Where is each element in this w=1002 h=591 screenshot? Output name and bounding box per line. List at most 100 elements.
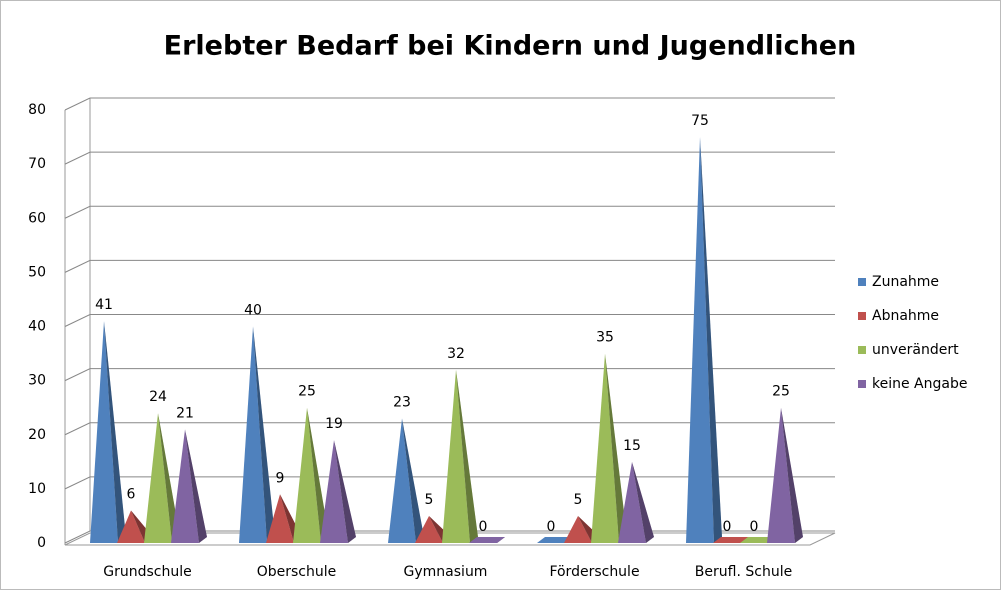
pyramid-front <box>388 418 416 543</box>
pyramid-shade <box>781 407 803 543</box>
value-label: 24 <box>149 389 167 405</box>
pyramid <box>90 321 126 543</box>
value-label: 0 <box>547 519 556 535</box>
grid-line <box>64 368 835 382</box>
pyramid-base <box>740 537 776 543</box>
pyramid-front <box>320 440 348 543</box>
value-label: 75 <box>691 113 709 129</box>
pyramid-shade <box>605 353 627 543</box>
pyramid-front <box>442 369 470 543</box>
pyramid-side <box>605 353 627 543</box>
pyramid-side <box>104 321 126 543</box>
pyramid-front <box>293 407 321 543</box>
pyramid <box>591 353 627 543</box>
pyramid <box>293 407 329 543</box>
y-tick-label: 60 <box>28 210 46 226</box>
pyramid-side <box>334 440 356 543</box>
pyramid-front <box>239 326 267 543</box>
legend-label: Zunahme <box>872 274 939 290</box>
pyramid-front <box>415 515 443 543</box>
legend-swatch <box>858 346 866 354</box>
grid-line <box>64 259 835 273</box>
value-label: 5 <box>574 492 583 508</box>
pyramid <box>618 461 654 543</box>
y-tick-label: 50 <box>28 264 46 280</box>
pyramid-shade <box>402 418 424 543</box>
grid-line <box>64 97 835 111</box>
pyramid-shade <box>700 137 722 543</box>
pyramid-shade <box>632 461 654 543</box>
grid-line <box>64 205 835 219</box>
x-tick-label: Berufl. Schule <box>695 564 792 580</box>
pyramid-front <box>266 494 294 543</box>
pyramid-front <box>767 407 795 543</box>
pyramid <box>442 369 478 543</box>
value-label: 0 <box>479 519 488 535</box>
pyramid-side <box>632 461 654 543</box>
y-tick-label: 30 <box>28 373 46 389</box>
pyramid-side <box>185 429 207 543</box>
pyramid <box>144 413 180 543</box>
value-label: 35 <box>596 330 614 346</box>
pyramid-front <box>591 353 619 543</box>
pyramid-side <box>253 326 275 543</box>
legend-label: keine Angabe <box>872 376 967 392</box>
value-label: 21 <box>176 405 194 421</box>
x-tick-label: Oberschule <box>257 564 337 580</box>
value-label: 40 <box>244 303 262 319</box>
value-label: 19 <box>325 416 343 432</box>
pyramid-base <box>469 537 505 543</box>
grid-line <box>64 476 835 490</box>
x-tick-label: Grundschule <box>103 564 191 580</box>
grid-line <box>64 422 835 436</box>
y-tick-label: 20 <box>28 427 46 443</box>
pyramid-side <box>402 418 424 543</box>
pyramid-front <box>686 137 714 543</box>
pyramid <box>469 537 505 543</box>
value-label: 25 <box>772 384 790 400</box>
y-tick-label: 10 <box>28 481 46 497</box>
pyramid-side <box>700 137 722 543</box>
value-label: 41 <box>95 297 113 313</box>
pyramid-side <box>456 369 478 543</box>
chart-title: Erlebter Bedarf bei Kindern und Jugendli… <box>164 31 857 62</box>
value-label: 5 <box>425 492 434 508</box>
pyramid <box>239 326 275 543</box>
pyramid <box>171 429 207 543</box>
grid-line <box>64 151 835 165</box>
pyramid-shade <box>334 440 356 543</box>
pyramid <box>686 137 722 543</box>
pyramid-shade <box>158 413 180 543</box>
pyramid <box>713 537 749 543</box>
value-label: 0 <box>723 519 732 535</box>
pyramid-shade <box>307 407 329 543</box>
pyramid-shade <box>185 429 207 543</box>
x-tick-label: Gymnasium <box>404 564 488 580</box>
pyramid-shade <box>104 321 126 543</box>
y-tick-label: 80 <box>28 102 46 118</box>
x-tick-label: Förderschule <box>549 564 639 580</box>
value-label: 32 <box>447 346 465 362</box>
pyramid-shade <box>253 326 275 543</box>
value-label: 6 <box>127 487 136 503</box>
legend-label: unverändert <box>872 342 959 358</box>
pyramid-shade <box>456 369 478 543</box>
legend-swatch <box>858 312 866 320</box>
value-label: 9 <box>276 470 285 486</box>
legend-swatch <box>858 380 866 388</box>
y-tick-label: 70 <box>28 156 46 172</box>
pyramid-side <box>307 407 329 543</box>
pyramid-base <box>537 537 573 543</box>
pyramid-front <box>144 413 172 543</box>
pyramid-side <box>781 407 803 543</box>
pyramid-front <box>117 510 145 543</box>
pyramid <box>388 418 424 543</box>
value-label: 23 <box>393 395 411 411</box>
pyramid <box>767 407 803 543</box>
pyramid-front <box>171 429 199 543</box>
pyramid-front <box>618 461 646 543</box>
grid-line <box>64 314 835 327</box>
y-tick-label: 40 <box>28 319 46 335</box>
y-tick-label: 0 <box>37 535 46 551</box>
